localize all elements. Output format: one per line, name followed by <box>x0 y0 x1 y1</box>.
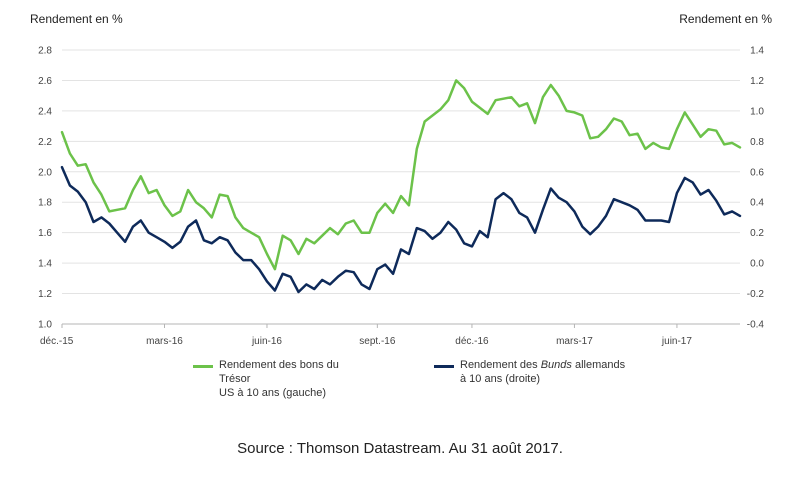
y-tick-right: 1.0 <box>750 106 764 117</box>
legend-item-us-treasury: Rendement des bons du Trésor US à 10 ans… <box>193 358 359 400</box>
legend-label-us-line2: US à 10 ans (gauche) <box>219 387 327 399</box>
x-tick-label: déc.-16 <box>455 336 489 347</box>
y-tick-left: 1.4 <box>38 259 52 270</box>
legend-label-de-line2: à 10 ans (droite) <box>460 373 541 385</box>
source-note: Source : Thomson Datastream. Au 31 août … <box>237 440 563 457</box>
series-line-us-treasury <box>60 79 742 271</box>
y-tick-left: 1.6 <box>38 228 52 239</box>
legend-label-de-line1: Rendement des Bunds allemands <box>460 359 626 371</box>
x-tick-label: juin-16 <box>251 336 282 347</box>
left-axis-title: Rendement en % <box>30 12 123 26</box>
x-tick-label: mars-16 <box>146 336 183 347</box>
y-tick-right: -0.4 <box>747 320 765 331</box>
y-tick-right: 0.6 <box>750 167 764 178</box>
y-tick-right: 0.8 <box>750 137 764 148</box>
y-tick-left: 1.0 <box>38 320 52 331</box>
series-lines <box>60 79 742 294</box>
x-tick-label: mars-17 <box>556 336 593 347</box>
y-tick-left: 2.8 <box>38 46 52 57</box>
y-tick-left: 2.2 <box>38 137 52 148</box>
legend-swatch-us <box>193 365 213 368</box>
series-line-german-bund <box>60 165 742 294</box>
legend-label-us-line1: Rendement des bons du Trésor <box>219 359 339 385</box>
y-tick-right: 0.4 <box>750 198 764 209</box>
x-tick-label: sept.-16 <box>359 336 396 347</box>
right-y-axis: -0.4 -0.2 0.0 0.2 0.4 0.6 0.8 1.0 1.2 1.4 <box>747 46 765 331</box>
x-axis: déc.-15 mars-16 juin-16 sept.-16 déc.-16 mars… <box>40 324 692 347</box>
y-tick-left: 2.4 <box>38 106 52 117</box>
x-tick-label: déc.-15 <box>40 336 74 347</box>
y-tick-right: 1.4 <box>750 46 764 57</box>
gridlines <box>62 49 740 325</box>
legend-swatch-de <box>434 365 454 368</box>
y-tick-right: 1.2 <box>750 76 764 87</box>
y-tick-right: -0.2 <box>747 289 765 300</box>
left-y-axis: 1.0 1.2 1.4 1.6 1.8 2.0 2.2 2.4 2.6 2.8 <box>38 46 52 331</box>
y-tick-left: 2.0 <box>38 167 52 178</box>
y-tick-right: 0.2 <box>750 228 764 239</box>
y-tick-right: 0.0 <box>750 259 764 270</box>
y-tick-left: 2.6 <box>38 76 52 87</box>
right-axis-title: Rendement en % <box>679 12 772 26</box>
legend-item-german-bund: Rendement des Bunds allemands à 10 ans (… <box>434 358 640 386</box>
x-tick-label: juin-17 <box>661 336 692 347</box>
y-tick-left: 1.8 <box>38 198 52 209</box>
y-tick-left: 1.2 <box>38 289 52 300</box>
